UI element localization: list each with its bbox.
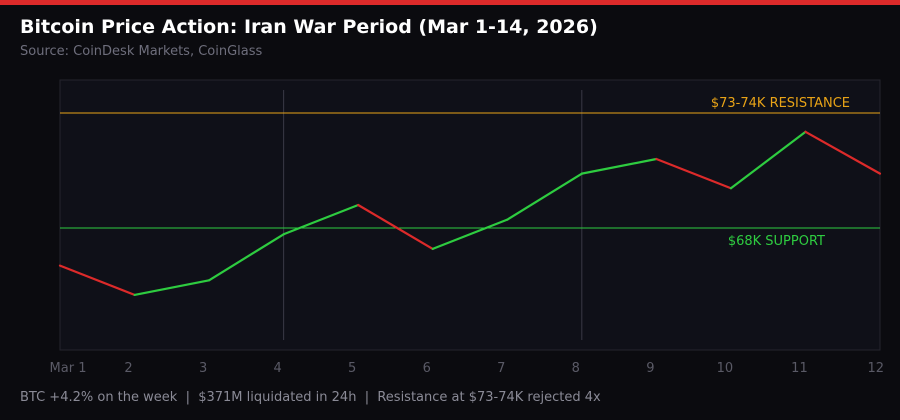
x-tick-label: 9 [646,361,654,376]
reference-label: $68K SUPPORT [728,234,825,249]
x-tick-label: Mar 1 [50,361,87,376]
price-segment [58,264,136,297]
price-segment [506,172,583,221]
chart-title: Bitcoin Price Action: Iran War Period (M… [20,16,598,38]
price-segment [207,233,285,282]
x-tick-label: 3 [199,361,207,376]
x-tick-label: 7 [497,361,505,376]
plot-area [59,79,881,351]
price-segment [133,279,211,297]
x-tick-label: 6 [423,361,431,376]
price-segment [729,130,807,190]
price-segment [431,218,509,251]
x-tick-label: 10 [717,361,734,376]
price-segment [655,157,733,190]
x-tick-label: 5 [348,361,356,376]
price-segment [580,157,658,175]
price-segment [282,203,360,236]
x-tick-label: 11 [791,361,808,376]
x-tick-label: 12 [867,361,884,376]
x-tick-label: 8 [572,361,580,376]
price-segment [804,130,882,175]
x-tick-label: 2 [124,361,132,376]
chart-subtitle: Source: CoinDesk Markets, CoinGlass [20,44,263,59]
x-tick-label: 4 [273,361,281,376]
top-accent-bar [0,0,900,5]
footer-summary: BTC +4.2% on the week | $371M liquidated… [20,390,601,405]
reference-label: $73-74K RESISTANCE [711,96,850,111]
price-segment [357,203,434,251]
